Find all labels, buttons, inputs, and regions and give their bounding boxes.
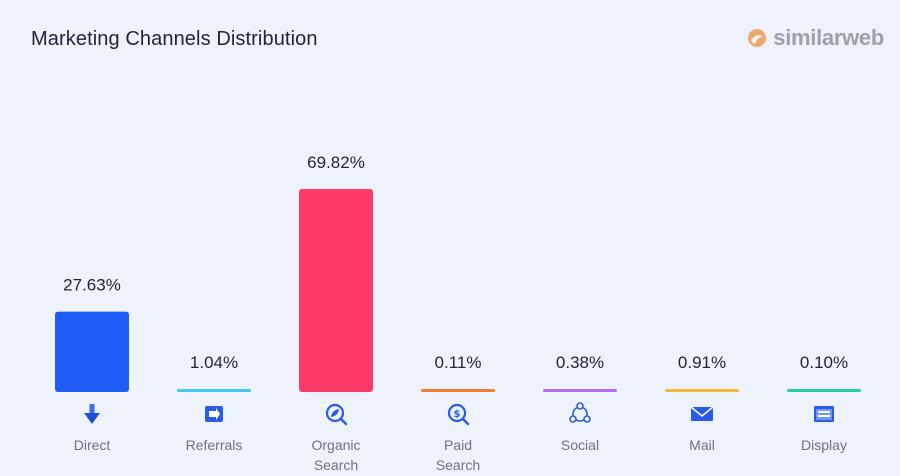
bar-paid-search[interactable]	[421, 389, 495, 392]
category-label-display: Display	[801, 437, 847, 453]
bar-organic-search[interactable]	[299, 189, 373, 392]
value-label-display: 0.10%	[800, 353, 848, 372]
organic-search-icon	[325, 403, 348, 426]
svg-text:$: $	[454, 409, 461, 420]
value-label-referrals: 1.04%	[190, 353, 238, 372]
category-label-social: Social	[561, 437, 599, 453]
category-label-referrals: Referrals	[186, 437, 243, 453]
chart-title: Marketing Channels Distribution	[31, 28, 318, 50]
bar-social[interactable]	[543, 389, 617, 392]
value-label-direct: 27.63%	[63, 276, 121, 295]
bar-direct[interactable]	[55, 311, 129, 392]
referral-icon	[205, 406, 223, 422]
display-icon	[814, 406, 834, 422]
value-label-mail: 0.91%	[678, 353, 726, 372]
similarweb-logo-icon	[748, 29, 767, 47]
similarweb-logo: similarweb	[747, 25, 884, 51]
bar-referrals[interactable]	[177, 388, 251, 392]
bar-mail[interactable]	[665, 389, 739, 392]
bar-display[interactable]	[787, 389, 861, 392]
value-label-social: 0.38%	[556, 353, 604, 372]
mail-icon	[690, 406, 714, 421]
paid-search-icon: $	[447, 403, 470, 426]
category-label-mail: Mail	[689, 437, 715, 453]
value-label-organic-search: 69.82%	[307, 153, 365, 172]
category-label-paid-search: Paid Search	[436, 437, 480, 473]
arrow-down-icon	[84, 404, 100, 424]
brand-name: similarweb	[773, 25, 884, 50]
category-label-direct: Direct	[74, 437, 111, 453]
social-icon	[569, 402, 591, 423]
value-label-paid-search: 0.11%	[435, 353, 482, 372]
category-label-organic-search: Organic Search	[311, 437, 360, 473]
